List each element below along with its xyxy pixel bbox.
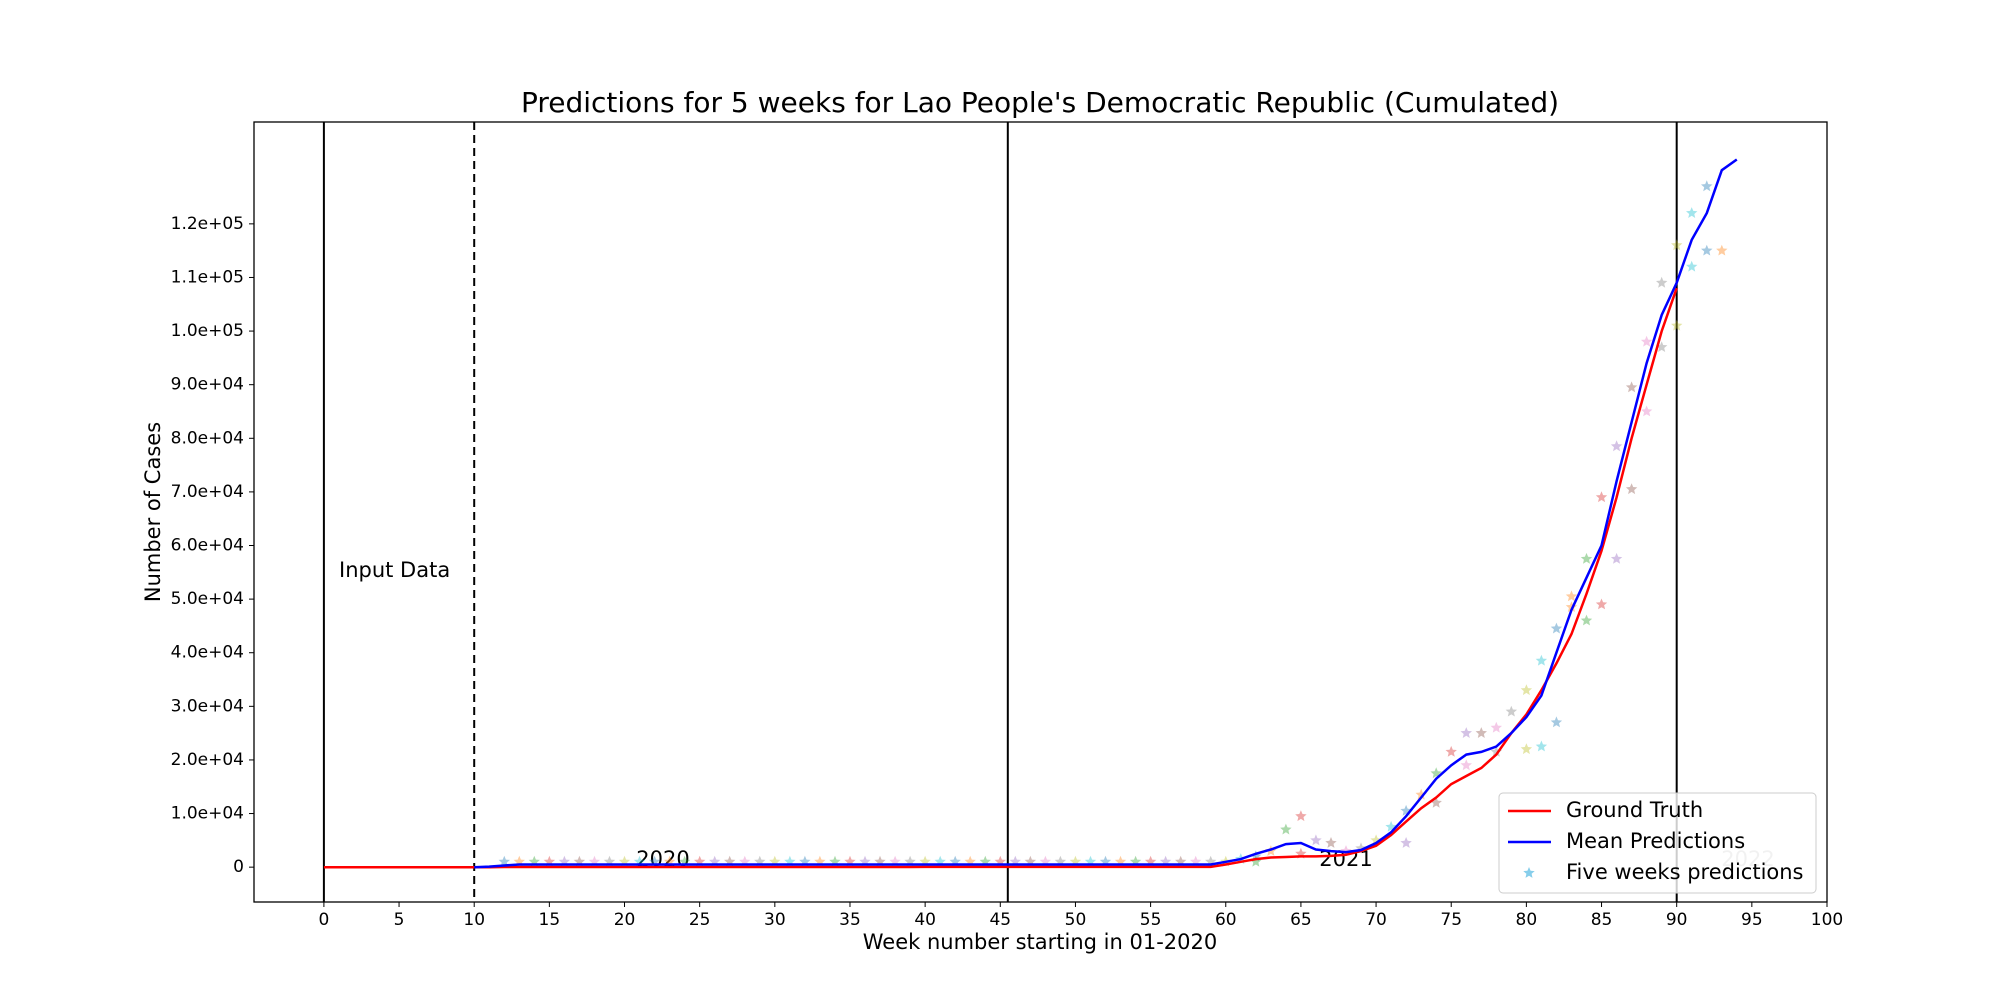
star-point [1671,319,1683,331]
star-point [1656,276,1668,288]
star-point [588,855,601,867]
star-point [1565,601,1578,612]
x-tick-label: 30 [764,910,786,930]
star-point [1565,590,1578,602]
star-point [1460,727,1472,738]
star-point [1490,721,1502,733]
star-point [1535,740,1548,752]
x-tick-label: 55 [1140,910,1162,930]
y-tick-label: 0 [233,857,244,877]
x-tick-label: 25 [689,910,711,930]
x-tick-label: 40 [914,910,936,930]
star-point [1400,837,1412,848]
y-tick-label: 1.2e+05 [171,214,244,234]
star-point [1490,745,1502,757]
x-tick-label: 45 [989,910,1011,930]
star-point [1310,834,1322,846]
star-point [1250,855,1262,867]
star-point [1595,598,1608,610]
chart-title: Predictions for 5 weeks for Lao People's… [521,86,1559,119]
star-point [1505,705,1518,717]
star-point [1325,837,1337,848]
star-point [1686,260,1698,272]
star-point [1415,788,1427,800]
legend-label: Mean Predictions [1566,829,1745,853]
star-point [1280,823,1292,835]
star-point [829,855,841,867]
line-series [323,287,1678,869]
star-point [1610,440,1623,452]
star-point [1550,716,1563,728]
annotation: Input Data [339,558,450,582]
y-tick-label: 1.0e+04 [171,804,244,824]
star-point [1656,341,1668,352]
y-tick-label: 7.0e+04 [171,482,244,502]
star-point [1580,552,1593,564]
legend-label: Five weeks predictions [1566,860,1804,884]
star-point [633,855,646,867]
star-point [1475,727,1487,738]
y-tick-label: 1.1e+05 [171,267,244,287]
x-tick-label: 75 [1440,910,1462,930]
legend-box [1498,792,1817,894]
x-tick-label: 65 [1290,910,1312,930]
star-point [1580,614,1593,626]
star-point [1520,743,1533,755]
star-point [1520,684,1533,696]
x-tick-label: 90 [1666,910,1688,930]
star-point [1295,810,1307,822]
star-point [1535,654,1548,666]
star-point [1625,381,1638,393]
x-tick-label: 100 [1811,910,1843,930]
star-point [1716,244,1728,256]
star-point [1445,745,1457,757]
y-tick-label: 9.0e+04 [171,375,244,395]
y-tick-label: 3.0e+04 [171,696,244,716]
x-tick-label: 50 [1065,910,1087,930]
x-tick-label: 85 [1591,910,1613,930]
x-tick-label: 35 [839,910,861,930]
star-point [1701,180,1713,192]
x-tick-label: 0 [318,910,329,930]
x-axis-label: Week number starting in 01-2020 [863,930,1217,954]
star-point [1640,335,1653,347]
plot-frame [253,121,1828,903]
star-point [1671,239,1683,251]
star-point [1610,552,1623,564]
x-tick-label: 70 [1365,910,1387,930]
y-tick-label: 4.0e+04 [171,643,244,663]
x-tick-label: 20 [614,910,636,930]
x-tick-label: 80 [1516,910,1538,930]
x-tick-label: 60 [1215,910,1237,930]
star-point [1460,759,1472,771]
line-series [474,158,1738,869]
star-point [1701,244,1713,256]
star-point [498,855,510,867]
y-tick-label: 6.0e+04 [171,536,244,556]
y-axis-label: Number of Cases [141,422,165,602]
y-tick-label: 2.0e+04 [171,750,244,770]
y-tick-label: 8.0e+04 [171,428,244,448]
x-tick-label: 10 [463,910,485,930]
y-tick-label: 1.0e+05 [171,321,244,341]
x-tick-label: 5 [394,910,405,930]
star-point [1430,796,1442,808]
x-tick-label: 95 [1741,910,1763,930]
star-point [1370,834,1382,846]
y-tick-label: 5.0e+04 [171,589,244,609]
star-point [1640,405,1653,417]
star-point [1595,491,1608,503]
legend-marker [1523,867,1535,878]
star-point [1625,483,1638,495]
star-point [1550,622,1563,634]
legend-label: Ground Truth [1566,798,1703,822]
x-tick-label: 15 [539,910,561,930]
star-point [1686,207,1698,218]
